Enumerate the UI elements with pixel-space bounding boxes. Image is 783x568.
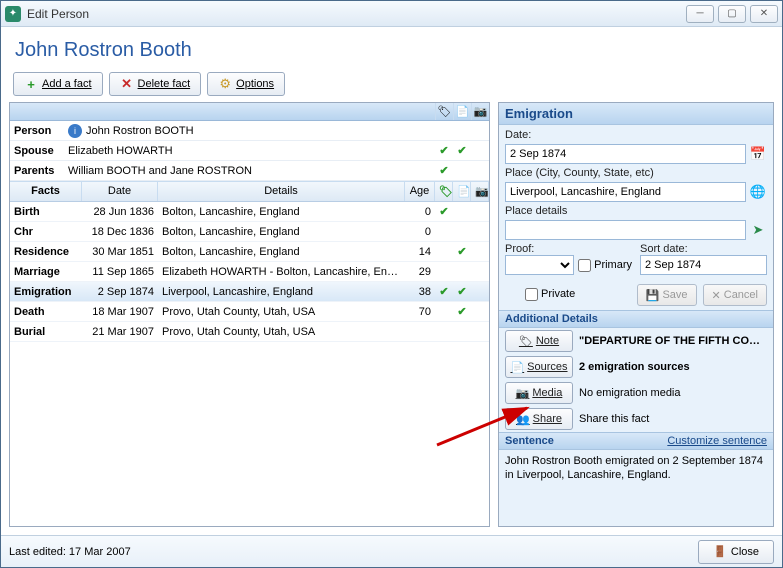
plus-icon: + xyxy=(24,77,38,91)
x-icon: ✕ xyxy=(120,77,134,91)
options-button[interactable]: ⚙Options xyxy=(207,72,285,96)
facts-list[interactable]: Birth28 Jun 1836Bolton, Lancashire, Engl… xyxy=(10,202,489,526)
detail-title: Emigration xyxy=(499,103,773,125)
facts-column-header: Facts Date Details Age 🏷 📄 📷 xyxy=(10,182,489,202)
source-column-icon: 📄 xyxy=(453,103,471,120)
sources-icon: 📄 xyxy=(510,361,524,374)
parents-row: Parents William BOOTH and Jane ROSTRON ✔ xyxy=(10,161,489,181)
maximize-button[interactable]: ▢ xyxy=(718,5,746,23)
spouse-row: Spouse Elizabeth HOWARTH ✔✔ xyxy=(10,141,489,161)
save-icon: 💾 xyxy=(646,289,660,302)
person-name-heading: John Rostron Booth xyxy=(9,35,774,66)
calendar-icon[interactable]: 📅 xyxy=(749,145,767,163)
fact-row[interactable]: Emigration2 Sep 1874Liverpool, Lancashir… xyxy=(10,282,489,302)
fact-row[interactable]: Residence30 Mar 1851Bolton, Lancashire, … xyxy=(10,242,489,262)
note-column-icon: 🏷 xyxy=(435,103,453,120)
sources-button[interactable]: 📄Sources xyxy=(505,356,573,378)
arrow-icon[interactable]: ➤ xyxy=(749,221,767,239)
sentence-text: John Rostron Booth emigrated on 2 Septem… xyxy=(499,450,773,487)
door-icon: 🚪 xyxy=(713,545,727,558)
media-column-icon: 📷 xyxy=(471,182,489,201)
edit-person-window: ✦ Edit Person ─ ▢ ✕ John Rostron Booth +… xyxy=(0,0,783,568)
facts-header-bar: 🏷 📄 📷 xyxy=(10,103,489,121)
share-button[interactable]: 👥Share xyxy=(505,408,573,430)
fact-row[interactable]: Burial21 Mar 1907Provo, Utah County, Uta… xyxy=(10,322,489,342)
share-icon: 👥 xyxy=(516,413,530,426)
primary-checkbox[interactable]: Primary xyxy=(578,259,632,272)
save-button[interactable]: 💾Save xyxy=(637,284,697,306)
gear-icon: ⚙ xyxy=(218,77,232,91)
fact-row[interactable]: Birth28 Jun 1836Bolton, Lancashire, Engl… xyxy=(10,202,489,222)
add-fact-button[interactable]: +Add a fact xyxy=(13,72,103,96)
sortdate-input[interactable] xyxy=(640,255,767,275)
proof-select[interactable] xyxy=(505,255,574,275)
fact-row[interactable]: Chr18 Dec 1836Bolton, Lancashire, Englan… xyxy=(10,222,489,242)
note-column-icon: 🏷 xyxy=(435,182,453,201)
footer: Last edited: 17 Mar 2007 🚪Close xyxy=(1,535,782,567)
sentence-title: Sentence Customize sentence xyxy=(499,432,773,450)
titlebar: ✦ Edit Person ─ ▢ ✕ xyxy=(1,1,782,27)
globe-icon[interactable]: 🌐 xyxy=(749,183,767,201)
fact-detail-pane: Emigration Date: 📅 Place (City, County, … xyxy=(498,102,774,527)
person-row: Person iJohn Rostron BOOTH xyxy=(10,121,489,141)
additional-details-title: Additional Details xyxy=(499,310,773,328)
last-edited-text: Last edited: 17 Mar 2007 xyxy=(9,546,698,558)
fact-row[interactable]: Death18 Mar 1907Provo, Utah County, Utah… xyxy=(10,302,489,322)
minimize-button[interactable]: ─ xyxy=(686,5,714,23)
cancel-button[interactable]: ✕Cancel xyxy=(703,284,767,306)
delete-fact-button[interactable]: ✕Delete fact xyxy=(109,72,202,96)
date-input[interactable] xyxy=(505,144,746,164)
window-title: Edit Person xyxy=(27,7,686,21)
place-input[interactable] xyxy=(505,182,746,202)
toolbar: +Add a fact ✕Delete fact ⚙Options xyxy=(9,72,774,96)
cancel-icon: ✕ xyxy=(712,289,721,302)
private-checkbox[interactable]: Private xyxy=(505,288,637,301)
facts-pane: 🏷 📄 📷 Person iJohn Rostron BOOTH Spouse … xyxy=(9,102,490,527)
customize-sentence-link[interactable]: Customize sentence xyxy=(667,435,767,447)
media-button[interactable]: 📷Media xyxy=(505,382,573,404)
fact-row[interactable]: Marriage11 Sep 1865Elizabeth HOWARTH - B… xyxy=(10,262,489,282)
content-area: John Rostron Booth +Add a fact ✕Delete f… xyxy=(1,27,782,535)
note-icon: 🏷 xyxy=(519,335,533,348)
source-column-icon: 📄 xyxy=(453,182,471,201)
place-details-input[interactable] xyxy=(505,220,746,240)
media-icon: 📷 xyxy=(516,387,530,400)
note-button[interactable]: 🏷Note xyxy=(505,330,573,352)
media-column-icon: 📷 xyxy=(471,103,489,120)
close-window-button[interactable]: ✕ xyxy=(750,5,778,23)
person-icon: i xyxy=(68,124,82,138)
app-icon: ✦ xyxy=(5,6,21,22)
close-button[interactable]: 🚪Close xyxy=(698,540,774,564)
